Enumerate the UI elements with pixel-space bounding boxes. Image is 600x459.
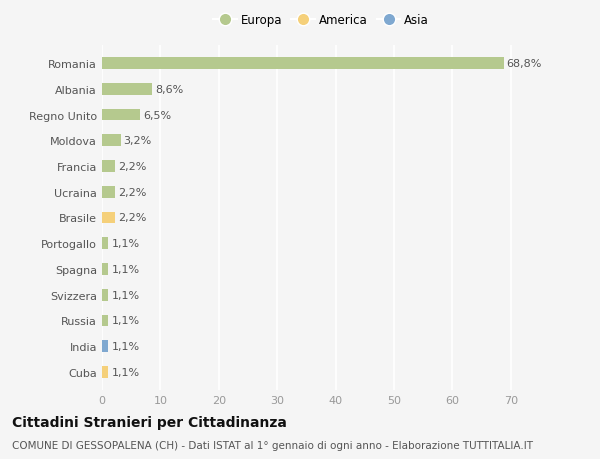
Bar (102, 341, 109, 352)
Text: 2,2%: 2,2% (118, 213, 146, 223)
Text: 1,1%: 1,1% (112, 239, 139, 249)
Bar (102, 238, 109, 250)
Text: 8,6%: 8,6% (155, 84, 184, 95)
Text: Cittadini Stranieri per Cittadinanza: Cittadini Stranieri per Cittadinanza (12, 415, 287, 429)
Text: COMUNE DI GESSOPALENA (CH) - Dati ISTAT al 1° gennaio di ogni anno - Elaborazion: COMUNE DI GESSOPALENA (CH) - Dati ISTAT … (12, 440, 533, 450)
Bar (102, 289, 109, 301)
Text: 2,2%: 2,2% (118, 162, 146, 172)
Legend: Europa, America, Asia: Europa, America, Asia (210, 11, 432, 30)
Bar (102, 84, 152, 95)
Bar (102, 263, 109, 275)
Text: 6,5%: 6,5% (143, 110, 171, 120)
Bar (102, 58, 504, 70)
Text: 1,1%: 1,1% (112, 316, 139, 326)
Text: 68,8%: 68,8% (507, 59, 542, 69)
Text: 1,1%: 1,1% (112, 290, 139, 300)
Text: 2,2%: 2,2% (118, 187, 146, 197)
Bar (102, 366, 109, 378)
Bar (102, 186, 115, 198)
Bar (102, 161, 115, 173)
Bar (102, 110, 140, 121)
Bar (102, 135, 121, 147)
Bar (102, 315, 109, 326)
Text: 1,1%: 1,1% (112, 264, 139, 274)
Text: 3,2%: 3,2% (124, 136, 152, 146)
Text: 1,1%: 1,1% (112, 367, 139, 377)
Text: 1,1%: 1,1% (112, 341, 139, 352)
Bar (102, 212, 115, 224)
